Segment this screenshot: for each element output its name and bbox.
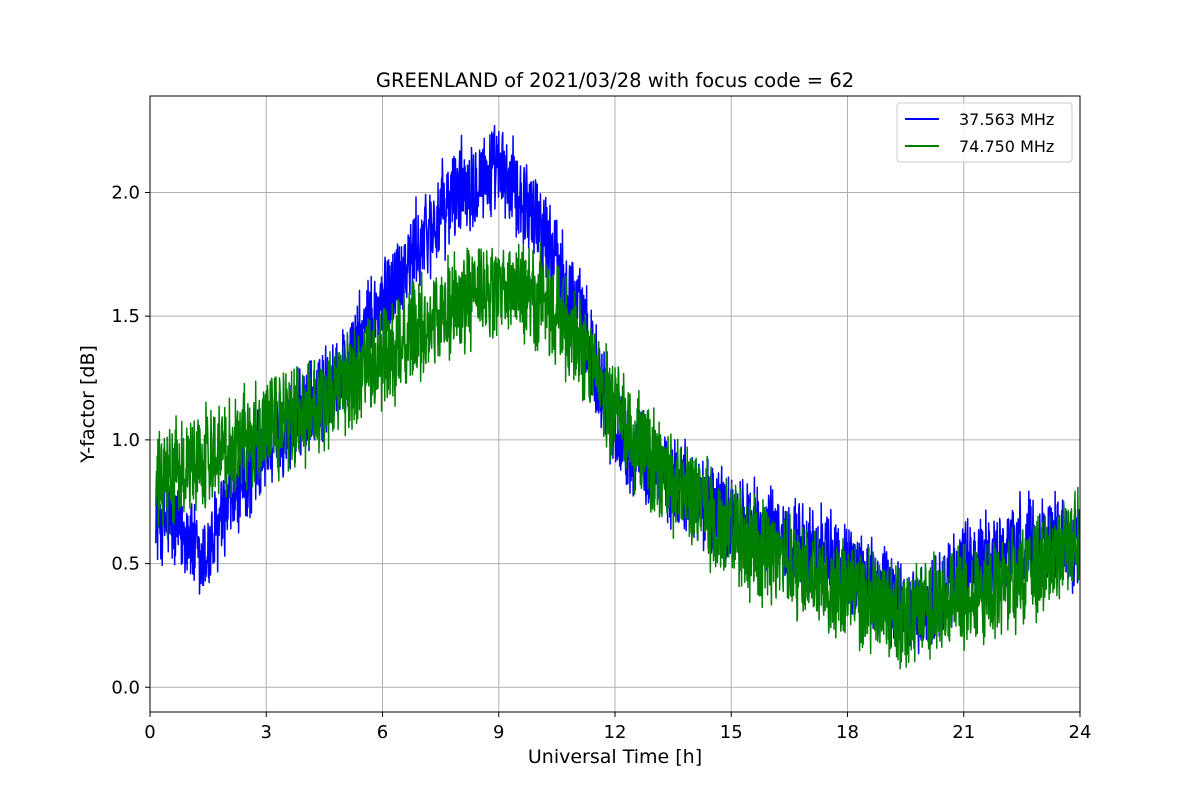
x-tick-label: 12	[604, 722, 627, 743]
x-tick-label: 24	[1069, 722, 1092, 743]
x-tick-label: 15	[720, 722, 743, 743]
y-tick-label: 0.5	[111, 554, 140, 575]
x-tick-label: 0	[144, 722, 155, 743]
x-tick-label: 3	[261, 722, 272, 743]
legend: 37.563 MHz 74.750 MHz	[896, 102, 1073, 163]
legend-label-74750: 74.750 MHz	[959, 137, 1054, 156]
legend-label-37563: 37.563 MHz	[959, 110, 1054, 129]
x-tick-label: 6	[377, 722, 388, 743]
legend-box	[896, 102, 1073, 163]
series-group	[155, 124, 1080, 670]
x-tick-label: 21	[952, 722, 975, 743]
x-tick-label: 18	[836, 722, 859, 743]
x-tick-label: 9	[493, 722, 504, 743]
chart-title: GREENLAND of 2021/03/28 with focus code …	[376, 69, 854, 92]
x-axis-label: Universal Time [h]	[528, 746, 702, 768]
y-tick-label: 1.5	[111, 306, 140, 327]
y-tick-label: 2.0	[111, 182, 140, 203]
y-tick-label: 0.0	[111, 677, 140, 698]
y-tick-label: 1.0	[111, 430, 140, 451]
y-axis: 0.0 0.5 1.0 1.5 2.0	[111, 182, 150, 698]
y-axis-label: Y-factor [dB]	[77, 345, 99, 464]
series-line-74750mhz	[155, 241, 1080, 670]
x-axis: 0 3 6 9 12 15 18 21 24	[144, 712, 1091, 743]
